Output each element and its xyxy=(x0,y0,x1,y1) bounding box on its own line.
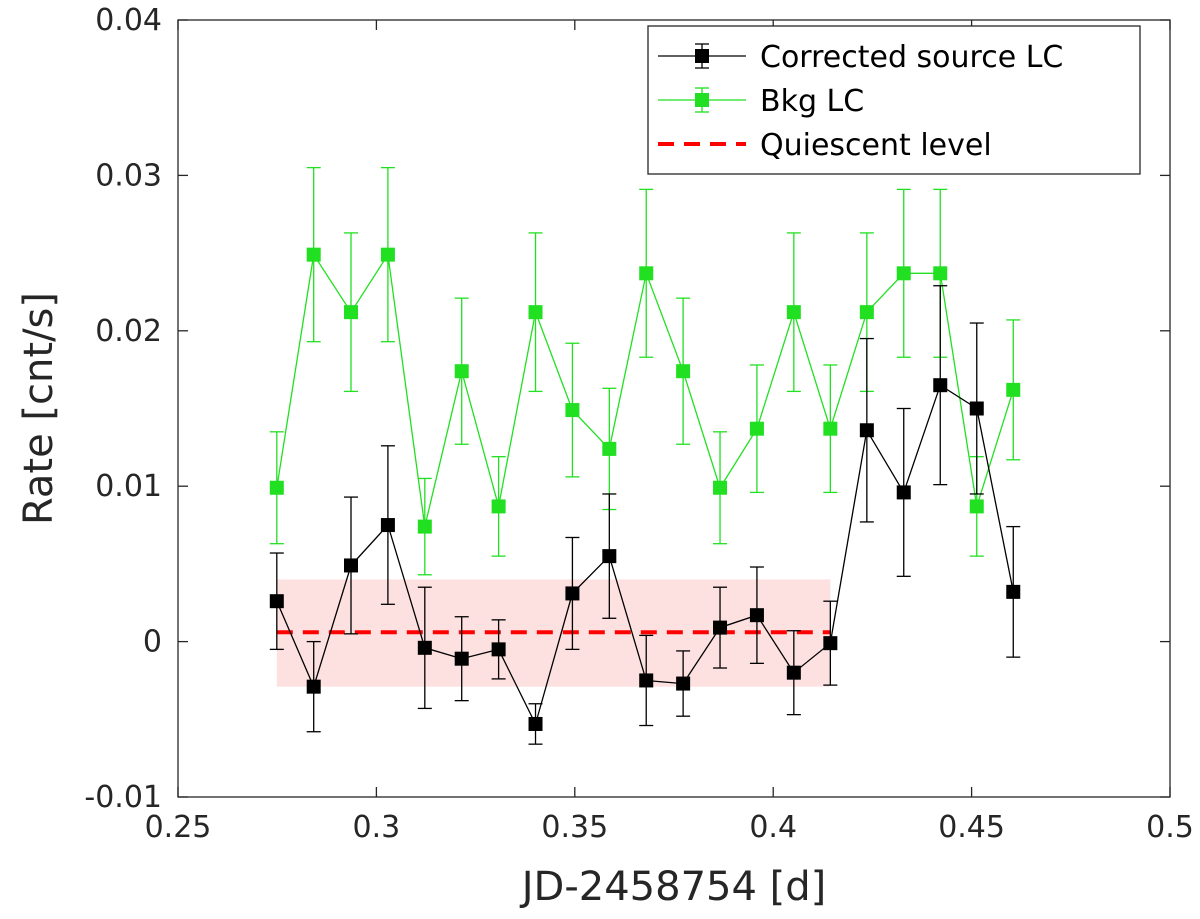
y-axis-title: Rate [cnt/s] xyxy=(16,292,62,525)
data-point xyxy=(306,247,321,262)
y-tick-label: 0.02 xyxy=(95,314,162,349)
x-tick-label: 0.25 xyxy=(145,810,212,845)
data-point xyxy=(933,266,948,281)
data-point xyxy=(344,305,359,320)
plot-frame xyxy=(177,19,1171,798)
data-point xyxy=(454,364,469,379)
data-point xyxy=(823,636,838,651)
y-tick-label: 0 xyxy=(143,625,162,660)
legend-marker xyxy=(695,93,709,107)
data-point xyxy=(786,305,801,320)
data-point xyxy=(528,716,543,731)
data-point xyxy=(454,651,469,666)
data-point xyxy=(859,423,874,438)
data-point xyxy=(896,485,911,500)
legend-entry: Quiescent level xyxy=(658,128,992,163)
data-point xyxy=(786,665,801,680)
data-point xyxy=(380,247,395,262)
data-point xyxy=(602,441,617,456)
data-point xyxy=(1006,382,1021,397)
x-axis-title: JD-2458754 [d] xyxy=(519,864,827,910)
legend-label: Quiescent level xyxy=(760,128,992,163)
data-point xyxy=(676,676,691,691)
data-point xyxy=(565,586,580,601)
data-point xyxy=(969,499,984,514)
data-point xyxy=(713,620,728,635)
x-tick-label: 0.4 xyxy=(749,810,797,845)
data-point xyxy=(749,608,764,623)
y-tick-label: 0.01 xyxy=(95,469,162,504)
x-tick-label: 0.45 xyxy=(938,810,1005,845)
data-point xyxy=(417,640,432,655)
x-tick-label: 0.35 xyxy=(541,810,608,845)
data-point xyxy=(639,266,654,281)
data-point xyxy=(713,480,728,495)
data-point xyxy=(491,499,506,514)
data-point xyxy=(1006,584,1021,599)
data-point xyxy=(749,421,764,436)
data-point xyxy=(969,401,984,416)
data-point xyxy=(344,558,359,573)
data-point xyxy=(602,549,617,564)
series-1 xyxy=(269,166,1021,576)
legend-entry: Bkg LC xyxy=(658,84,864,119)
data-point xyxy=(823,421,838,436)
x-tick-label: 0.5 xyxy=(1146,810,1194,845)
data-point xyxy=(269,480,284,495)
data-point xyxy=(306,679,321,694)
legend-label: Corrected source LC xyxy=(760,40,1063,75)
legend-label: Bkg LC xyxy=(760,84,864,119)
data-point xyxy=(269,594,284,609)
y-tick-label: -0.01 xyxy=(84,780,162,815)
data-point xyxy=(491,642,506,657)
data-point xyxy=(528,305,543,320)
series-0 xyxy=(269,285,1021,745)
data-point xyxy=(565,403,580,418)
data-point xyxy=(380,518,395,533)
legend-marker xyxy=(695,49,709,63)
y-tick-label: 0.03 xyxy=(95,158,162,193)
data-point xyxy=(859,305,874,320)
y-tick-label: 0.04 xyxy=(95,3,162,38)
data-point xyxy=(676,364,691,379)
legend-entry: Corrected source LC xyxy=(658,40,1063,75)
data-point xyxy=(417,519,432,534)
data-point xyxy=(896,266,911,281)
data-point xyxy=(933,378,948,393)
data-point xyxy=(639,673,654,688)
x-tick-label: 0.3 xyxy=(353,810,401,845)
